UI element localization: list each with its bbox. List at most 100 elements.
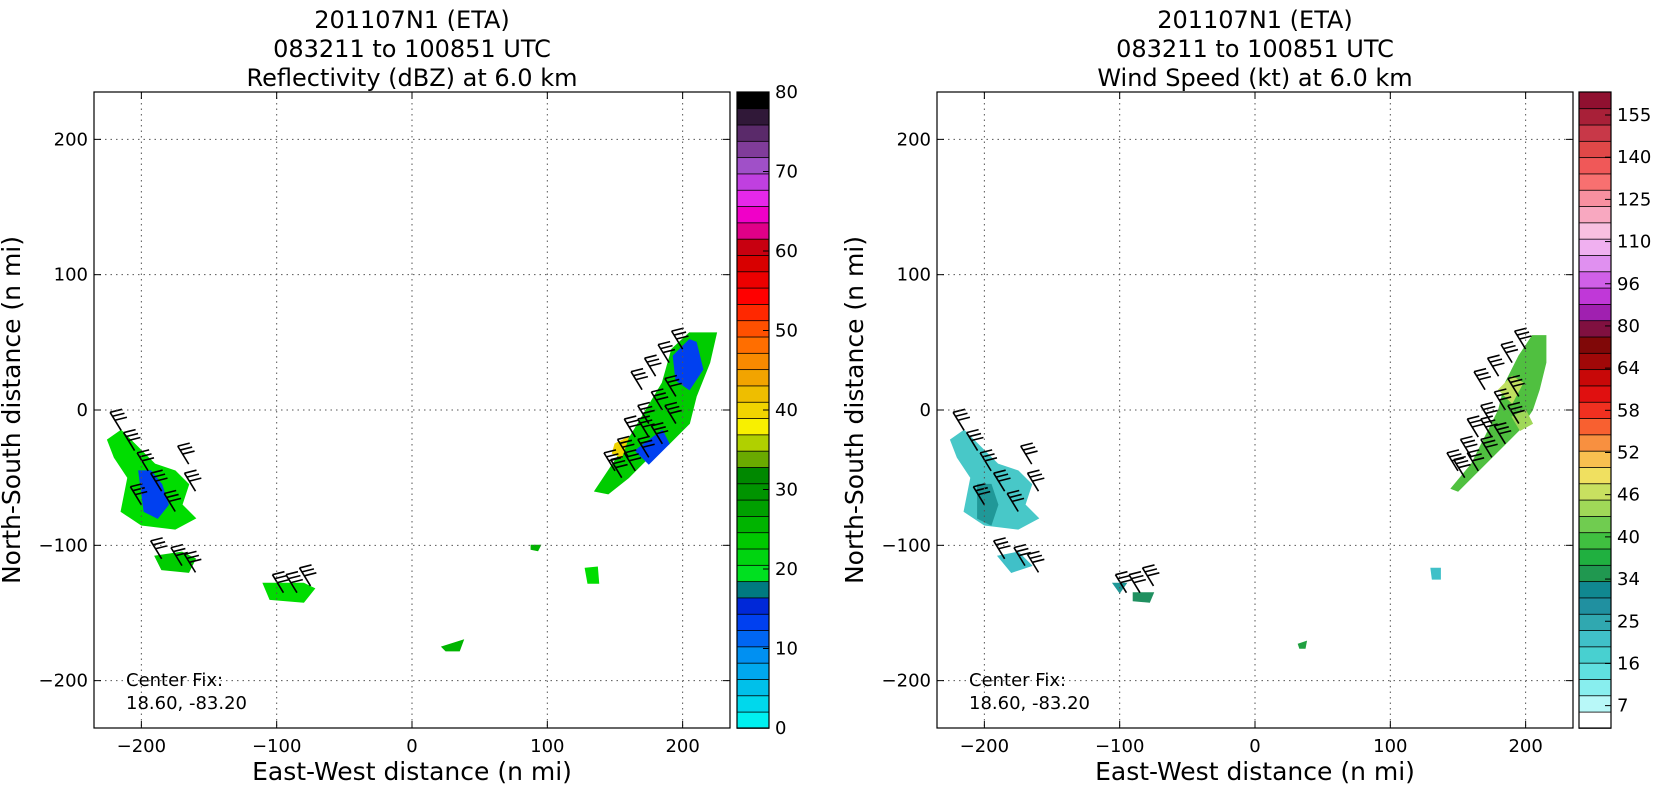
colorbar-segment xyxy=(1578,450,1612,468)
wind-barb-28 xyxy=(616,435,635,458)
colorbar-tick-label: 25 xyxy=(1617,611,1640,632)
center-fix-annotation: Center Fix: xyxy=(126,670,223,691)
colorbar-segment xyxy=(736,238,770,256)
colorbar-tick-label: 34 xyxy=(1617,569,1640,590)
wind-barb-21 xyxy=(1493,388,1512,411)
colorbar-segment xyxy=(736,173,770,191)
wind-barbs xyxy=(952,327,1532,594)
colorbar-segment xyxy=(736,385,770,403)
colorbar-tick-label: 7 xyxy=(1617,696,1628,717)
colorbar-segment xyxy=(736,124,770,142)
colorbar-segment xyxy=(736,319,770,338)
wind-barb-4 xyxy=(992,469,1011,492)
colorbar-segment xyxy=(1578,303,1612,322)
wind-barb-29 xyxy=(637,415,655,438)
wind-barb-14 xyxy=(1141,564,1160,587)
echo-region-4 xyxy=(262,582,316,603)
wind-barb-13 xyxy=(285,570,304,594)
x-tick-label: −100 xyxy=(252,736,301,757)
colorbar-tick-label: 80 xyxy=(775,82,798,103)
wind-barb-22 xyxy=(664,374,682,397)
center-fix-annotation: 18.60, -83.20 xyxy=(126,693,247,714)
colorbar-segment xyxy=(736,678,770,697)
wind-barb-9 xyxy=(992,537,1011,560)
x-tick-label: 0 xyxy=(406,736,417,757)
wind-barb-25 xyxy=(1500,340,1519,364)
y-tick-label: 100 xyxy=(897,265,931,286)
colorbar-segment xyxy=(736,417,770,436)
colorbar-segment xyxy=(1578,694,1612,713)
wind-barb-25 xyxy=(657,340,676,364)
wind-barb-29 xyxy=(1480,415,1498,438)
colorbar-segment xyxy=(1578,580,1612,599)
colorbar-tick-label: 40 xyxy=(775,400,798,421)
plot-area xyxy=(937,92,1573,728)
colorbar-tick-label: 110 xyxy=(1617,232,1651,253)
colorbar-segment xyxy=(1578,173,1612,191)
colorbar: 0 10 20 30 40 50 60 70 80 xyxy=(736,82,798,739)
echo-region-5 xyxy=(1132,592,1155,603)
colorbar-segment xyxy=(1578,417,1612,436)
colorbar-segment xyxy=(1578,91,1612,110)
chart-title-line-2: 083211 to 100851 UTC xyxy=(273,35,551,63)
x-axis-label: East-West distance (n mi) xyxy=(1095,757,1415,786)
wind-barb-13 xyxy=(1128,570,1147,594)
colorbar-segment xyxy=(1578,434,1612,452)
colorbar-segment xyxy=(1578,254,1612,273)
wind-barb-26 xyxy=(670,327,689,350)
wind-barb-24 xyxy=(1486,354,1505,377)
colorbar-segment xyxy=(1578,140,1612,159)
chart-title-line-3: Reflectivity (dBZ) at 6.0 km xyxy=(247,64,578,92)
echo-region-7 xyxy=(1497,375,1524,405)
wind-barb-5 xyxy=(163,489,182,512)
chart-title-line-1: 201107N1 (ETA) xyxy=(314,6,510,34)
colorbar-segment xyxy=(1578,270,1612,289)
colorbar-segment xyxy=(736,613,770,631)
panel-1: −200 −100 0 100 200−200−1000100200East-West … xyxy=(0,6,798,786)
colorbar-segment xyxy=(1578,368,1612,387)
colorbar-segment xyxy=(1578,646,1612,664)
colorbar-tick-label: 64 xyxy=(1617,358,1640,379)
colorbar-segment xyxy=(736,434,770,452)
colorbar-segment xyxy=(736,531,770,550)
colorbar-tick-label: 50 xyxy=(775,321,798,342)
echo-region-10 xyxy=(584,566,600,584)
echo-region-3 xyxy=(996,551,1033,573)
colorbar-segment xyxy=(736,515,770,534)
chart-title-line-2: 083211 to 100851 UTC xyxy=(1116,35,1394,63)
colorbar-tick-label: 70 xyxy=(775,162,798,183)
colorbar-segment xyxy=(736,662,770,680)
colorbar-segment xyxy=(736,580,770,599)
y-tick-label: −100 xyxy=(39,535,88,556)
wind-barb-11 xyxy=(1026,550,1045,573)
colorbar-tick-label: 10 xyxy=(775,639,798,660)
colorbar-segment xyxy=(1578,189,1612,207)
chart-title-line-3: Wind Speed (kt) at 6.0 km xyxy=(1097,64,1412,92)
colorbar-segment xyxy=(1578,531,1612,550)
wind-barb-26 xyxy=(1513,327,1532,350)
wind-barb-12 xyxy=(271,570,290,594)
colorbar-segment xyxy=(736,499,770,517)
colorbar-segment xyxy=(736,140,770,159)
grid xyxy=(94,92,730,728)
colorbar-tick-label: 20 xyxy=(775,559,798,580)
wind-barb-1 xyxy=(109,408,128,431)
axes: −200 −100 0 100 200 −200 −100 0 100 200 xyxy=(39,92,730,757)
colorbar-segment xyxy=(736,450,770,468)
x-tick-label: 0 xyxy=(1249,736,1260,757)
colorbar-segment xyxy=(1578,499,1612,517)
wind-barb-6 xyxy=(177,442,195,465)
echo-region-7 xyxy=(634,429,670,465)
colorbar-segment xyxy=(736,254,770,273)
colorbar-tick-label: 0 xyxy=(775,718,786,739)
colorbar-segment xyxy=(1578,711,1612,729)
wind-barb-27 xyxy=(1446,449,1465,472)
chart-title-line-1: 201107N1 (ETA) xyxy=(1157,6,1353,34)
x-tick-label: 100 xyxy=(530,736,564,757)
colorbar-tick-label: 16 xyxy=(1617,653,1640,674)
colorbar-tick-label: 58 xyxy=(1617,400,1640,421)
grid xyxy=(937,92,1573,728)
wind-barb-30 xyxy=(664,401,682,424)
